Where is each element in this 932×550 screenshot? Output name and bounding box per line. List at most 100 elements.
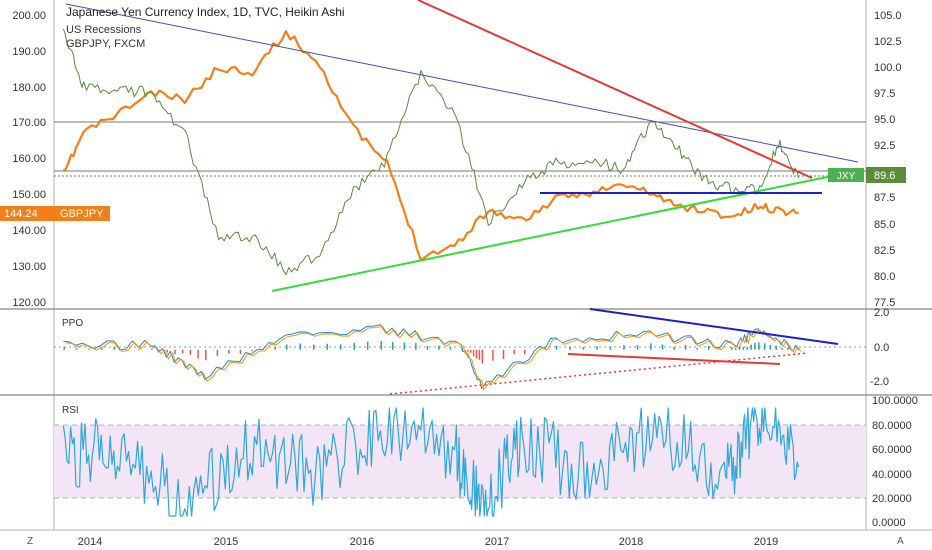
ppo-histogram-bar: [636, 344, 639, 350]
ppo-histogram-bar: [391, 342, 394, 350]
ppo-histogram-bar: [197, 349, 199, 359]
ppo-downtrend-line: [589, 308, 839, 345]
time-tick: 2016: [350, 536, 374, 548]
right-tick: 85.0: [874, 219, 895, 231]
ppo-histogram-bar: [366, 341, 369, 350]
ppo-histogram-bar: [205, 349, 207, 361]
ppo-histogram-bar: [513, 349, 515, 355]
ppo-histogram-bar: [426, 345, 429, 350]
gbpjpy-price-badge: [0, 206, 56, 221]
rsi-tick: 60.0000: [872, 444, 912, 456]
ppo-histogram-bar: [609, 346, 612, 350]
auto-scale-button[interactable]: A: [897, 536, 904, 547]
ppo-histogram-bar: [239, 349, 242, 354]
ppo-histogram-bar: [403, 342, 406, 350]
rsi-line: [62, 407, 800, 517]
left-tick: 170.00: [12, 117, 46, 129]
left-tick: 140.00: [12, 225, 46, 237]
jxy-series: [62, 28, 800, 275]
ppo-signal-line: [65, 325, 802, 391]
time-tick: 2014: [78, 536, 102, 548]
ppo-histogram-bar: [312, 344, 315, 350]
ppo-histogram-bar: [734, 348, 737, 350]
gbpjpy-line: [62, 30, 799, 262]
ppo-histogram-bar: [738, 346, 741, 350]
left-tick: 200.00: [12, 10, 46, 22]
ppo-histogram-bar: [174, 349, 176, 355]
ppo-histogram-bar: [470, 349, 472, 353]
ppo-histogram-bar: [742, 346, 745, 350]
left-tick: 130.00: [12, 261, 46, 273]
ppo-histogram-bar: [286, 344, 288, 350]
right-tick: 97.5: [874, 88, 895, 100]
right-tick: 77.5: [874, 297, 895, 309]
ppo-red-trendline: [567, 353, 781, 365]
ppo-histogram-bar: [775, 345, 777, 350]
ppo-histogram-bar: [707, 345, 710, 350]
ppo-histogram-bar: [299, 343, 301, 350]
ppo-histogram-bar: [673, 347, 675, 350]
jxy-symbol-label: JXY: [837, 171, 856, 182]
ppo-histogram-bar: [472, 349, 475, 357]
ppo-histogram-bar: [467, 349, 469, 352]
ppo-histogram-bar: [326, 343, 328, 350]
ppo-histogram-bar: [731, 347, 733, 350]
ppo-histogram-bar: [555, 345, 558, 350]
right-axis: 105.0 102.5 100.0 97.5 95.0 92.5 87.5 85…: [874, 10, 902, 309]
chart-title: Japanese Yen Currency Index, 1D, TVC, He…: [66, 5, 345, 19]
ppo-histogram-bar: [650, 343, 652, 350]
ppo-dotted-trendline: [389, 352, 809, 395]
ppo-histogram-bar: [228, 349, 230, 354]
ppo-histogram-bar: [754, 342, 756, 350]
ppo-histogram-bar: [746, 347, 749, 350]
zoom-toggle-button[interactable]: Z: [27, 536, 33, 547]
ppo-histogram-bar: [251, 349, 253, 352]
gbpjpy-price-value: 144.24: [4, 208, 38, 220]
ppo-histogram-bar: [661, 344, 664, 350]
ppo-histogram-bar: [339, 344, 342, 350]
time-tick: 2017: [485, 536, 509, 548]
rsi-pane-label: RSI: [62, 405, 79, 416]
ppo-histogram-bar: [461, 348, 463, 350]
rsi-tick: 40.0000: [872, 469, 912, 481]
overlay-gbpjpy-label: GBPJPY, FXCM: [66, 38, 145, 50]
ppo-histogram-bar: [181, 349, 184, 354]
ppo-histogram-bar: [449, 346, 452, 350]
uptrend-line: [271, 175, 833, 292]
ppo-histogram-bar: [478, 349, 481, 360]
ppo-line: [63, 324, 800, 389]
ppo-histogram-bar: [523, 349, 526, 355]
left-tick: 180.00: [12, 82, 46, 94]
jxy-symbol-badge: [828, 168, 864, 182]
ppo-series: [63, 324, 802, 391]
ppo-histogram-bar: [75, 348, 78, 350]
ppo-histogram-bar: [750, 344, 752, 350]
ppo-histogram-bar: [769, 344, 772, 350]
ppo-histogram-bar: [596, 346, 598, 350]
left-axis: 200.00 190.00 180.00 170.00 160.00 150.0…: [12, 10, 46, 309]
time-tick: 2019: [754, 536, 778, 548]
left-tick: 150.00: [12, 189, 46, 201]
ppo-histogram-bar: [623, 345, 625, 350]
ppo-histogram-bar: [492, 349, 494, 361]
time-axis: 2014 2015 2016 2017 2018 2019: [78, 536, 778, 548]
channel-trendline: [65, 3, 859, 163]
ppo-histogram-bar: [415, 343, 417, 350]
ppo-histogram-bar: [719, 349, 722, 350]
rsi-tick: 20.0000: [872, 493, 912, 505]
ppo-histogram-bar: [113, 346, 116, 350]
ppo-histogram-bar: [481, 349, 484, 364]
ppo-histogram-bar: [475, 349, 478, 359]
ppo-tick: 2.0: [874, 307, 889, 319]
ppo-histogram-bar: [438, 345, 440, 350]
rsi-tick: 80.0000: [872, 420, 912, 432]
ppo-histogram-bar: [353, 342, 355, 350]
right-tick: 92.5: [874, 140, 895, 152]
ppo-histogram-bar: [158, 349, 161, 351]
ppo-histogram-bar: [380, 341, 382, 350]
gbpjpy-symbol-badge: [56, 206, 110, 221]
right-tick: 87.5: [874, 192, 895, 204]
time-tick: 2015: [214, 536, 238, 548]
right-tick: 105.0: [874, 10, 902, 22]
ppo-tick: 0.0: [874, 342, 889, 354]
